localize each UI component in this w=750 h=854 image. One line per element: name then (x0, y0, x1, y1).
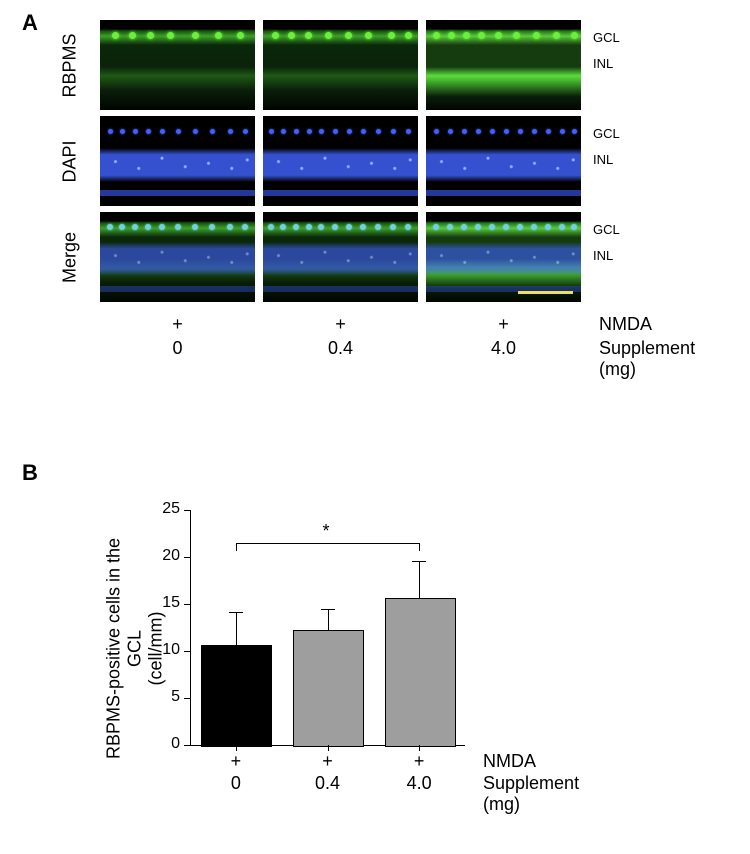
scale-bar (518, 291, 573, 294)
layer-label-inl: INL (593, 56, 613, 71)
panel-b-label: B (22, 460, 38, 486)
micrograph-r0-c0 (100, 20, 255, 110)
micrograph-r2-c2 (426, 212, 581, 302)
nmda-plus: + (206, 751, 266, 772)
supplement-dose: 0.4 (263, 338, 418, 359)
supplement-dose: 0 (206, 773, 266, 794)
nmda-label: NMDA (599, 314, 652, 335)
supplement-dose: 0.4 (298, 773, 358, 794)
nmda-plus: + (100, 314, 255, 335)
layer-label-gcl: GCL (593, 126, 620, 141)
nmda-plus: + (389, 751, 449, 772)
supplement-label: Supplement (mg) (483, 773, 579, 815)
micrograph-r2-c1 (263, 212, 418, 302)
micrograph-r0-c1 (263, 20, 418, 110)
row-label-rbpms: RBPMS (60, 26, 81, 106)
nmda-plus: + (298, 751, 358, 772)
micrograph-r1-c0 (100, 116, 255, 206)
layer-label-inl: INL (593, 248, 613, 263)
nmda-plus: + (426, 314, 581, 335)
row-label-merge: Merge (60, 218, 81, 298)
bar (385, 598, 456, 747)
supplement-label: Supplement (mg) (599, 338, 695, 380)
bar (201, 645, 272, 747)
micrograph-r1-c2 (426, 116, 581, 206)
nmda-plus: + (263, 314, 418, 335)
bar (293, 630, 364, 747)
micrograph-r1-c1 (263, 116, 418, 206)
panel-a-label: A (22, 10, 38, 36)
y-axis-title: RBPMS-positive cells in the GCL(cell/mm) (104, 518, 167, 778)
nmda-label: NMDA (483, 751, 536, 772)
row-label-dapi: DAPI (60, 122, 81, 202)
layer-label-gcl: GCL (593, 222, 620, 237)
significance-star: * (323, 521, 330, 542)
layer-label-inl: INL (593, 152, 613, 167)
micrograph-r2-c0 (100, 212, 255, 302)
layer-label-gcl: GCL (593, 30, 620, 45)
supplement-dose: 0 (100, 338, 255, 359)
supplement-dose: 4.0 (389, 773, 449, 794)
supplement-dose: 4.0 (426, 338, 581, 359)
micrograph-r0-c2 (426, 20, 581, 110)
y-tick-label: 25 (145, 500, 180, 518)
